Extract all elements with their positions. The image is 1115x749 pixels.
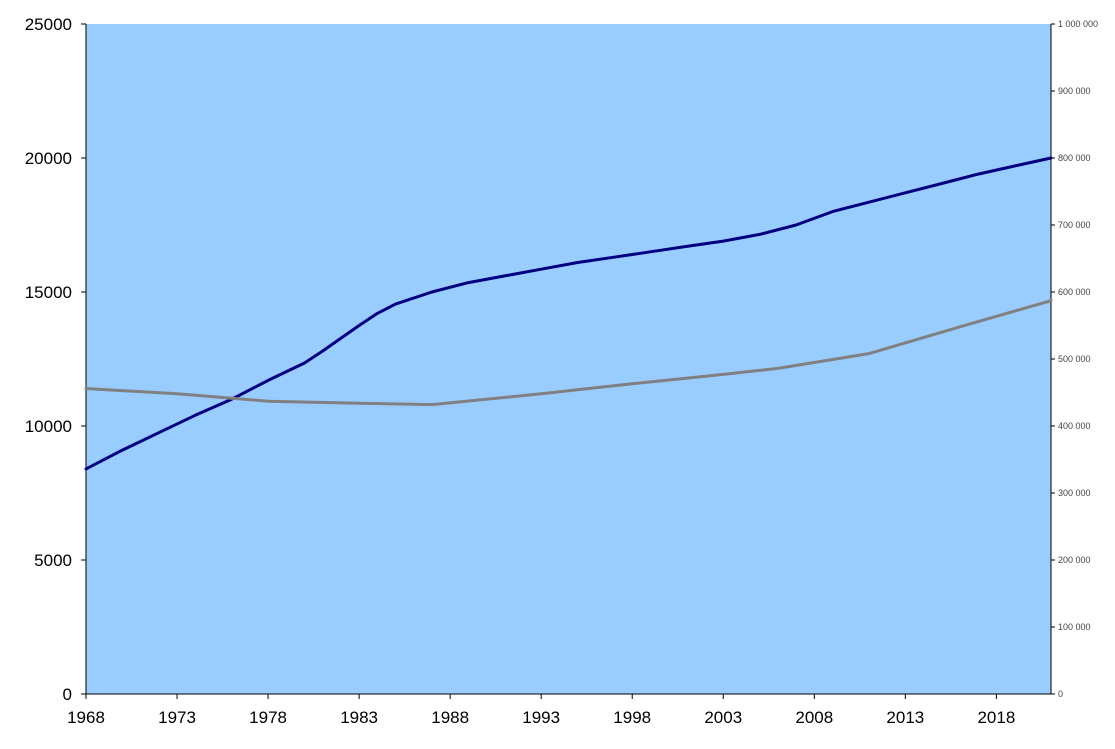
- x-tick-label: 1988: [431, 708, 469, 727]
- series-line-2: [84, 299, 1053, 407]
- y2-tick-label: 1 000 000: [1058, 19, 1098, 29]
- tick-labels: 0 5000 10000 15000 20000 25000 0 100 000 200 000…: [25, 15, 1098, 727]
- series-line-1: [84, 156, 1053, 471]
- x-tick-label: 2013: [886, 708, 924, 727]
- x-tick-label: 2018: [977, 708, 1015, 727]
- x-tick-label: 1983: [340, 708, 378, 727]
- plot-area: [86, 24, 1051, 694]
- y2-tick-label: 800 000: [1058, 153, 1091, 163]
- y-tick-label: 15000: [25, 283, 72, 302]
- x-tick-label: 1993: [522, 708, 560, 727]
- y2-tick-label: 500 000: [1058, 354, 1091, 364]
- y2-tick-label: 0: [1058, 689, 1063, 699]
- y-tick-label: 25000: [25, 15, 72, 34]
- x-tick-label: 1978: [249, 708, 287, 727]
- x-tick-label: 1973: [158, 708, 196, 727]
- y2-tick-label: 400 000: [1058, 421, 1091, 431]
- axes: [81, 23, 1055, 699]
- y2-tick-label: 300 000: [1058, 488, 1091, 498]
- y2-tick-label: 200 000: [1058, 555, 1091, 565]
- y2-tick-label: 700 000: [1058, 220, 1091, 230]
- y-tick-label: 10000: [25, 417, 72, 436]
- x-tick-label: 1968: [67, 708, 105, 727]
- y-tick-label: 5000: [34, 551, 72, 570]
- y2-tick-label: 100 000: [1058, 622, 1091, 632]
- x-tick-label: 2008: [795, 708, 833, 727]
- y-tick-label: 0: [63, 685, 72, 704]
- series: [84, 156, 1053, 471]
- y2-tick-label: 900 000: [1058, 86, 1091, 96]
- x-tick-label: 2003: [704, 708, 742, 727]
- y-tick-label: 20000: [25, 149, 72, 168]
- x-tick-label: 1998: [613, 708, 651, 727]
- y2-tick-label: 600 000: [1058, 287, 1091, 297]
